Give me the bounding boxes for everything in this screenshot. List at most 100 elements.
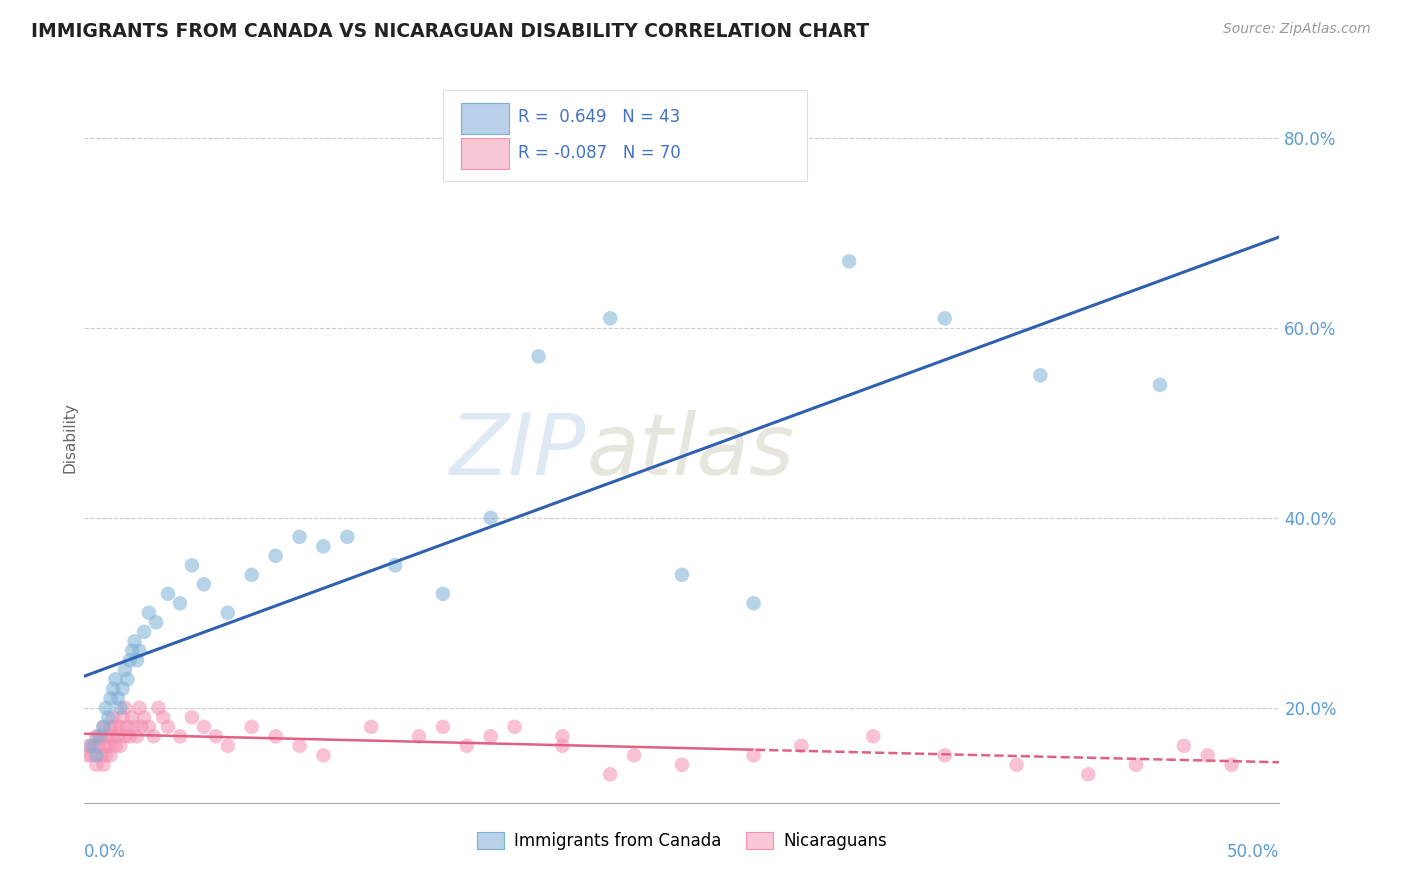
Point [94,748,117,763]
Point [217,739,239,753]
Point [145,615,167,630]
Point [93,720,115,734]
Point [503,720,526,734]
Point [1125,757,1147,772]
Point [1173,739,1195,753]
Point [181,710,204,724]
Point [742,748,765,763]
Text: 0.0%: 0.0% [84,843,127,861]
Point [312,748,335,763]
Point [94,701,117,715]
Point [157,720,180,734]
Point [97,739,120,753]
Point [312,539,335,553]
Point [93,720,115,734]
Point [114,663,136,677]
Point [838,254,860,268]
Point [599,311,621,326]
Point [432,587,454,601]
Point [551,739,574,753]
Point [104,720,127,734]
Point [432,720,454,734]
Point [1197,748,1219,763]
Point [742,596,765,610]
Point [86,729,108,743]
Point [131,720,153,734]
Point [100,720,122,734]
Point [671,567,693,582]
Point [671,757,693,772]
Point [86,757,108,772]
Point [110,720,132,734]
Point [117,673,139,687]
Point [862,729,884,743]
Point [599,767,621,781]
Point [1005,757,1028,772]
Point [551,729,574,743]
Point [107,691,129,706]
Point [169,729,191,743]
Y-axis label: Disability: Disability [62,401,77,473]
Point [181,558,204,573]
Point [527,349,550,363]
Point [1220,757,1243,772]
Point [86,748,108,763]
Point [1077,767,1099,781]
Text: ZIP: ZIP [450,410,586,493]
Point [114,701,136,715]
Text: IMMIGRANTS FROM CANADA VS NICARAGUAN DISABILITY CORRELATION CHART: IMMIGRANTS FROM CANADA VS NICARAGUAN DIS… [31,22,869,41]
Point [121,710,143,724]
Point [193,720,215,734]
Text: R =  0.649   N = 43: R = 0.649 N = 43 [519,109,681,127]
Point [125,729,148,743]
Point [110,739,132,753]
Point [101,710,124,724]
Point [138,606,160,620]
Point [132,710,156,724]
Point [288,739,311,753]
Point [128,701,150,715]
Point [217,606,239,620]
Point [142,729,165,743]
Point [205,729,228,743]
Point [264,549,287,563]
Point [97,710,120,724]
Point [121,644,143,658]
Point [360,720,382,734]
Point [90,729,112,743]
Point [264,729,287,743]
FancyBboxPatch shape [461,138,509,169]
Point [118,729,141,743]
Point [87,729,110,743]
Point [124,634,146,648]
Text: R = -0.087   N = 70: R = -0.087 N = 70 [519,144,681,161]
Point [97,729,120,743]
Point [101,729,124,743]
Point [117,720,139,734]
Point [76,748,98,763]
Point [94,739,117,753]
Text: Source: ZipAtlas.com: Source: ZipAtlas.com [1223,22,1371,37]
Point [148,701,170,715]
Point [93,757,115,772]
Point [111,681,134,696]
Point [110,701,132,715]
Point [107,729,129,743]
Point [288,530,311,544]
Legend: Immigrants from Canada, Nicaraguans: Immigrants from Canada, Nicaraguans [471,825,893,856]
Point [132,624,156,639]
FancyBboxPatch shape [461,103,509,134]
Point [240,720,263,734]
Point [169,596,191,610]
Point [240,567,263,582]
Point [83,739,105,753]
Point [114,729,136,743]
Point [80,739,103,753]
Point [1149,377,1171,392]
Point [336,530,359,544]
Point [128,644,150,658]
Point [124,720,146,734]
Point [104,739,127,753]
Text: 50.0%: 50.0% [1227,843,1279,861]
Point [408,729,430,743]
